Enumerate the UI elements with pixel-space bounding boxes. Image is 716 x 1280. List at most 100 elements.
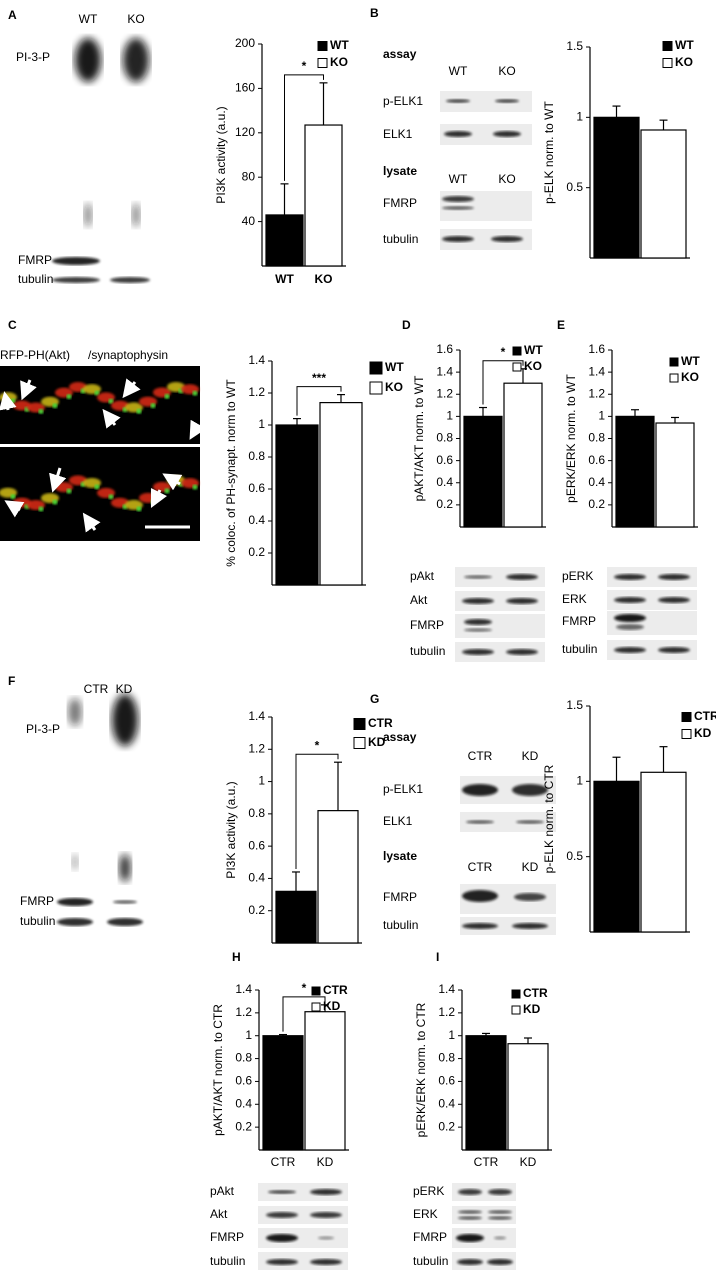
blot-label: PI-3-P	[16, 50, 50, 64]
blot-label: ELK1	[383, 127, 413, 141]
panel-letter: C	[8, 318, 17, 332]
blot-band	[457, 1259, 483, 1265]
blot-strip	[440, 229, 532, 250]
legend-label: CTR	[368, 716, 393, 730]
blot-band	[512, 784, 548, 796]
significance-label: ***	[312, 371, 326, 385]
bar	[265, 214, 304, 267]
y-tick-label: 0.2	[248, 903, 265, 917]
blot-band	[310, 1189, 342, 1195]
blot-band	[614, 647, 646, 653]
blot-band	[266, 1212, 298, 1218]
y-tick-label: 120	[235, 125, 255, 139]
legend-swatch	[662, 41, 673, 51]
blot-label: KO	[4, 452, 22, 466]
y-tick-label: 1.2	[436, 386, 453, 400]
y-tick-label: 0.8	[248, 449, 265, 463]
blot-strip	[452, 1252, 516, 1270]
y-tick-label: 1.4	[235, 982, 252, 996]
blot-strip	[607, 590, 697, 610]
legend-label: CTR	[523, 986, 548, 1000]
blot-label: assay	[383, 730, 417, 744]
blot	[460, 776, 556, 935]
error-bar	[479, 406, 487, 417]
y-tick-label: 1	[258, 774, 265, 788]
blot-spot	[68, 698, 82, 726]
blot-band	[462, 598, 494, 604]
legend-label: KD	[523, 1002, 541, 1016]
bar	[640, 129, 687, 259]
y-tick-label: 0.6	[588, 453, 605, 467]
y-tick-label: 1.2	[248, 741, 265, 755]
blot-label: pAkt	[410, 569, 435, 583]
y-tick-label: 0.8	[438, 1051, 455, 1065]
y-tick-label: 1.2	[235, 1005, 252, 1019]
blot-band	[310, 1259, 342, 1265]
error-bar	[671, 416, 679, 424]
puncta	[108, 494, 114, 500]
blot-strip	[455, 591, 545, 611]
arrow	[49, 467, 67, 493]
blot-band	[268, 1190, 296, 1194]
blot-band	[107, 918, 143, 926]
bar	[593, 780, 640, 933]
blot-label: tubulin	[410, 644, 445, 658]
blot-band	[462, 784, 498, 796]
panel-letter: B	[370, 6, 379, 20]
blot-label: WT	[449, 64, 468, 78]
blot-label: KO	[498, 64, 515, 78]
puncta	[52, 499, 58, 505]
blot-spot	[72, 854, 78, 870]
y-tick-label: 80	[242, 169, 256, 183]
panel-letter: G	[370, 692, 379, 706]
legend-swatch	[369, 381, 383, 395]
significance-bracket	[295, 753, 339, 869]
y-tick-label: 1.2	[588, 386, 605, 400]
y-tick-label: 1	[576, 110, 583, 124]
legend-swatch	[669, 373, 679, 383]
blot-spot	[132, 203, 140, 227]
legend-label: KO	[524, 359, 542, 373]
blot-band	[495, 99, 519, 103]
y-tick-label: 0.5	[566, 849, 583, 863]
error-bar	[280, 183, 289, 215]
blot-band	[464, 619, 492, 625]
panel-letter: I	[436, 950, 439, 964]
y-axis-label: pERK/ERK norm. to CTR	[414, 1002, 428, 1137]
y-tick-label: 0.8	[436, 431, 453, 445]
puncta	[38, 408, 44, 414]
y-tick-label: 1	[448, 1028, 455, 1042]
blot-band	[488, 1216, 512, 1220]
legend-swatch	[512, 346, 522, 356]
y-tick-label: 0.6	[436, 453, 453, 467]
blot-label: pERK	[562, 569, 593, 583]
blot-strip	[607, 567, 697, 587]
blot-band	[442, 206, 474, 210]
legend-label: WT	[681, 354, 700, 368]
blot-band	[113, 900, 137, 904]
significance-bracket	[284, 74, 324, 181]
bar	[463, 415, 503, 528]
blot-band	[512, 923, 548, 929]
blot-label: assay	[383, 47, 417, 61]
puncta	[52, 403, 58, 409]
blot-label: PI-3-P	[26, 722, 60, 736]
bar	[503, 382, 543, 528]
legend-label: CTR	[694, 709, 716, 723]
error-bar	[319, 82, 328, 126]
blot-band	[456, 1234, 484, 1242]
bar	[655, 422, 695, 528]
significance-label: *	[302, 59, 307, 73]
bar	[262, 1035, 304, 1151]
significance-label: *	[501, 345, 506, 359]
bar	[319, 402, 363, 586]
blot-label: lysate	[383, 164, 417, 178]
blot	[452, 1183, 516, 1270]
y-tick-label: 1.5	[566, 39, 583, 53]
y-tick-label: 0.4	[436, 475, 453, 489]
y-tick-label: 1.5	[566, 698, 583, 712]
blot-strip	[440, 124, 532, 145]
panel-letter: D	[402, 318, 411, 332]
legend-label: WT	[675, 38, 694, 52]
y-tick-label: 0.4	[438, 1096, 455, 1110]
